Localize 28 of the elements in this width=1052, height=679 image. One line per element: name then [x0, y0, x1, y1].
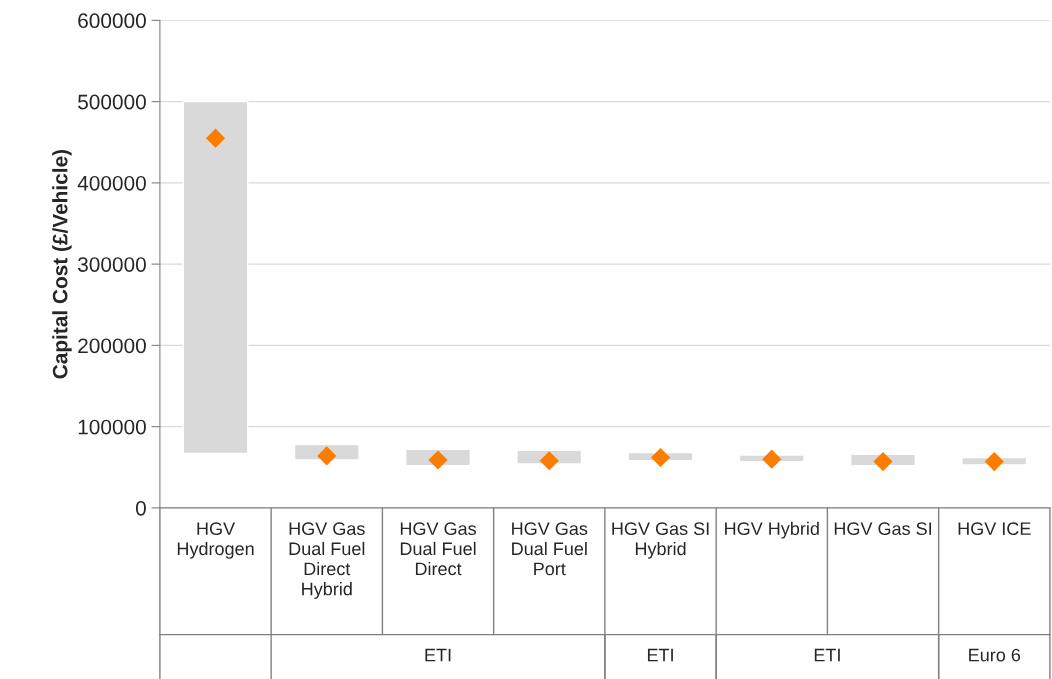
- text: ETI: [814, 648, 840, 662]
- x-tick-label: HGV Gas Dual Fuel Direct: [400, 522, 476, 576]
- point: [984, 452, 1004, 472]
- y-tick-label: 300000: [77, 257, 146, 272]
- point: [428, 450, 448, 470]
- text: ETI: [647, 648, 673, 662]
- x-tick-label: HGV Gas Dual Fuel Port: [512, 522, 588, 576]
- x-tick-label: HGV Gas SI: [834, 522, 932, 536]
- y-tick-label: 400000: [77, 175, 146, 191]
- y-tick-label: 0: [135, 500, 146, 516]
- text: ETI: [425, 648, 451, 662]
- x-tick-label: HGV ICE: [958, 522, 1031, 536]
- y-tick-label: 600000: [78, 13, 146, 29]
- y-tick-label: 200000: [78, 338, 146, 354]
- x-tick-label: HGV Gas Dual Fuel Direct Hybrid: [289, 522, 365, 599]
- point: [317, 446, 337, 466]
- text: Euro 6: [969, 648, 1021, 662]
- point: [205, 128, 226, 148]
- x-tick-label: HGV Hybrid: [725, 521, 819, 539]
- point: [650, 447, 671, 468]
- point: [762, 449, 782, 469]
- y-tick-label: 500000: [78, 94, 146, 110]
- x-tick-label: HGV Hydrogen: [177, 522, 254, 559]
- x-tick-label: HGV Gas SI Hybrid: [612, 522, 709, 559]
- point: [873, 452, 893, 472]
- y-tick-label: 100000: [78, 419, 146, 435]
- point: [539, 451, 559, 471]
- y-axis-title: Capital Cost (£/Vehicle): [52, 149, 72, 379]
